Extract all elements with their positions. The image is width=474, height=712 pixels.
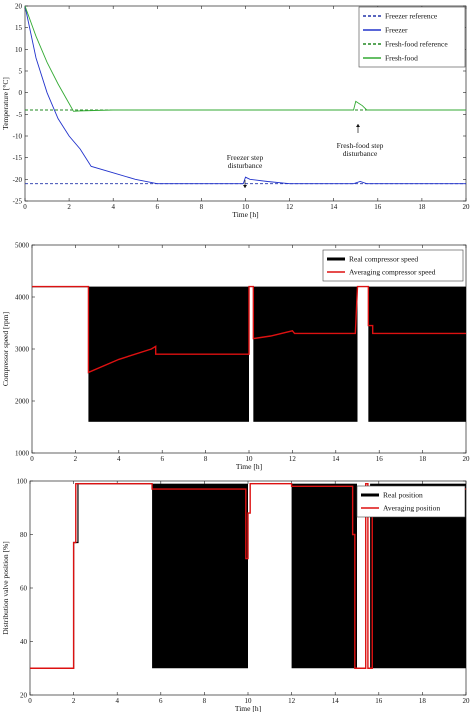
x-tick-label: 14 (332, 697, 340, 705)
legend-label: Fresh-food (385, 54, 418, 63)
legend-label: Averaging position (383, 504, 440, 513)
x-tick-label: 16 (376, 455, 384, 463)
x-tick-label: 0 (30, 455, 34, 463)
series-line-2 (24, 5, 466, 185)
legend-box (356, 485, 466, 518)
y-tick-label: 60 (20, 585, 28, 593)
chart-panel-2: 0 2 4 6 8 10 12 14 16 18 20 5000 4000 3000 2000 1000 Tim… (1, 242, 470, 472)
y-tick-label: 2000 (15, 398, 30, 406)
x-tick-label: 2 (74, 455, 78, 463)
x-tick-label: 16 (375, 697, 383, 705)
y-tick-label: 80 (20, 531, 28, 539)
y-tick-label: 3000 (15, 346, 30, 354)
series-line-2 (30, 482, 466, 669)
y-tick-label: 4000 (15, 294, 30, 302)
x-tick-label: 10 (245, 697, 253, 705)
annotation-text: disturbance (343, 149, 378, 158)
x-tick-label: 16 (374, 203, 382, 211)
x-tick-label: 6 (159, 697, 163, 705)
y-tick-label: -10 (13, 133, 23, 141)
y-tick-label: -20 (13, 176, 23, 184)
chart-panel-3: 0 2 4 6 8 10 12 14 16 18 20 100 80 60 40 20 Time [h] Dist… (1, 478, 470, 712)
x-tick-label: 20 (463, 455, 471, 463)
series-band-1 (291, 483, 357, 669)
legend-label: Freezer reference (385, 12, 438, 21)
y-axis-label: Compressor speed [rpm] (1, 312, 10, 386)
x-tick-label: 6 (156, 203, 160, 211)
series-line-4 (24, 5, 466, 112)
x-tick-label: 6 (160, 455, 164, 463)
x-tick-label: 2 (67, 203, 71, 211)
legend-label: Fresh-food reference (385, 40, 448, 49)
x-tick-label: 18 (418, 203, 426, 211)
x-tick-label: 8 (204, 455, 208, 463)
y-tick-label: -25 (13, 198, 23, 206)
annotation-arrowhead (243, 185, 247, 188)
series-band-1 (152, 483, 248, 669)
legend-label: Real position (383, 491, 423, 500)
series-band-1 (253, 286, 358, 422)
chart-panel-1: 0 2 4 6 8 10 12 14 16 18 20 20 15 10 5 0 -5 -10 -15 -20 -25 T… (1, 3, 470, 220)
legend-label: Averaging compressor speed (349, 268, 436, 277)
x-tick-label: 8 (200, 203, 204, 211)
x-tick-label: 12 (289, 455, 297, 463)
annotation-text: disturbance (228, 161, 263, 170)
y-axis-label: Distribution valve position [%] (1, 541, 10, 635)
y-tick-label: 40 (20, 638, 28, 646)
legend-box (322, 249, 464, 282)
legend-box (358, 6, 466, 68)
annotation-arrowhead (356, 124, 360, 127)
y-tick-label: -5 (16, 111, 22, 119)
x-axis-label: Time [h] (236, 462, 262, 471)
x-tick-label: 20 (463, 203, 471, 211)
y-tick-label: 20 (15, 3, 23, 11)
annotation-text: Freezer step (227, 153, 264, 162)
x-tick-label: 0 (28, 697, 32, 705)
x-tick-label: 14 (330, 203, 338, 211)
x-tick-label: 4 (115, 697, 119, 705)
x-tick-label: 4 (117, 455, 121, 463)
y-tick-label: 100 (17, 478, 28, 486)
y-tick-label: 20 (20, 692, 28, 700)
legend-label: Real compressor speed (349, 255, 418, 264)
x-tick-label: 10 (242, 203, 250, 211)
x-tick-label: 0 (23, 203, 27, 211)
x-axis-label: Time [h] (235, 704, 261, 712)
x-tick-label: 10 (246, 455, 254, 463)
y-tick-label: 15 (15, 24, 23, 32)
x-tick-label: 4 (111, 203, 115, 211)
x-tick-label: 12 (288, 697, 296, 705)
y-tick-label: 0 (19, 89, 23, 97)
y-tick-label: 1000 (15, 450, 30, 458)
y-tick-label: 5 (19, 68, 23, 76)
x-axis-label: Time [h] (232, 210, 258, 219)
y-axis-label: Temperature [°C] (1, 77, 10, 130)
x-tick-label: 12 (286, 203, 294, 211)
x-tick-label: 2 (72, 697, 76, 705)
y-tick-label: 5000 (15, 242, 30, 250)
x-tick-label: 20 (463, 697, 471, 705)
x-tick-label: 18 (419, 455, 427, 463)
annotation-text: Fresh-food step (337, 141, 384, 150)
x-tick-label: 14 (332, 455, 340, 463)
y-tick-label: -15 (13, 154, 23, 162)
series-band-1 (368, 286, 466, 422)
x-tick-label: 8 (203, 697, 207, 705)
series-line-2 (32, 285, 466, 374)
y-tick-label: 10 (15, 46, 23, 54)
x-tick-label: 18 (419, 697, 427, 705)
legend-label: Freezer (385, 26, 408, 35)
